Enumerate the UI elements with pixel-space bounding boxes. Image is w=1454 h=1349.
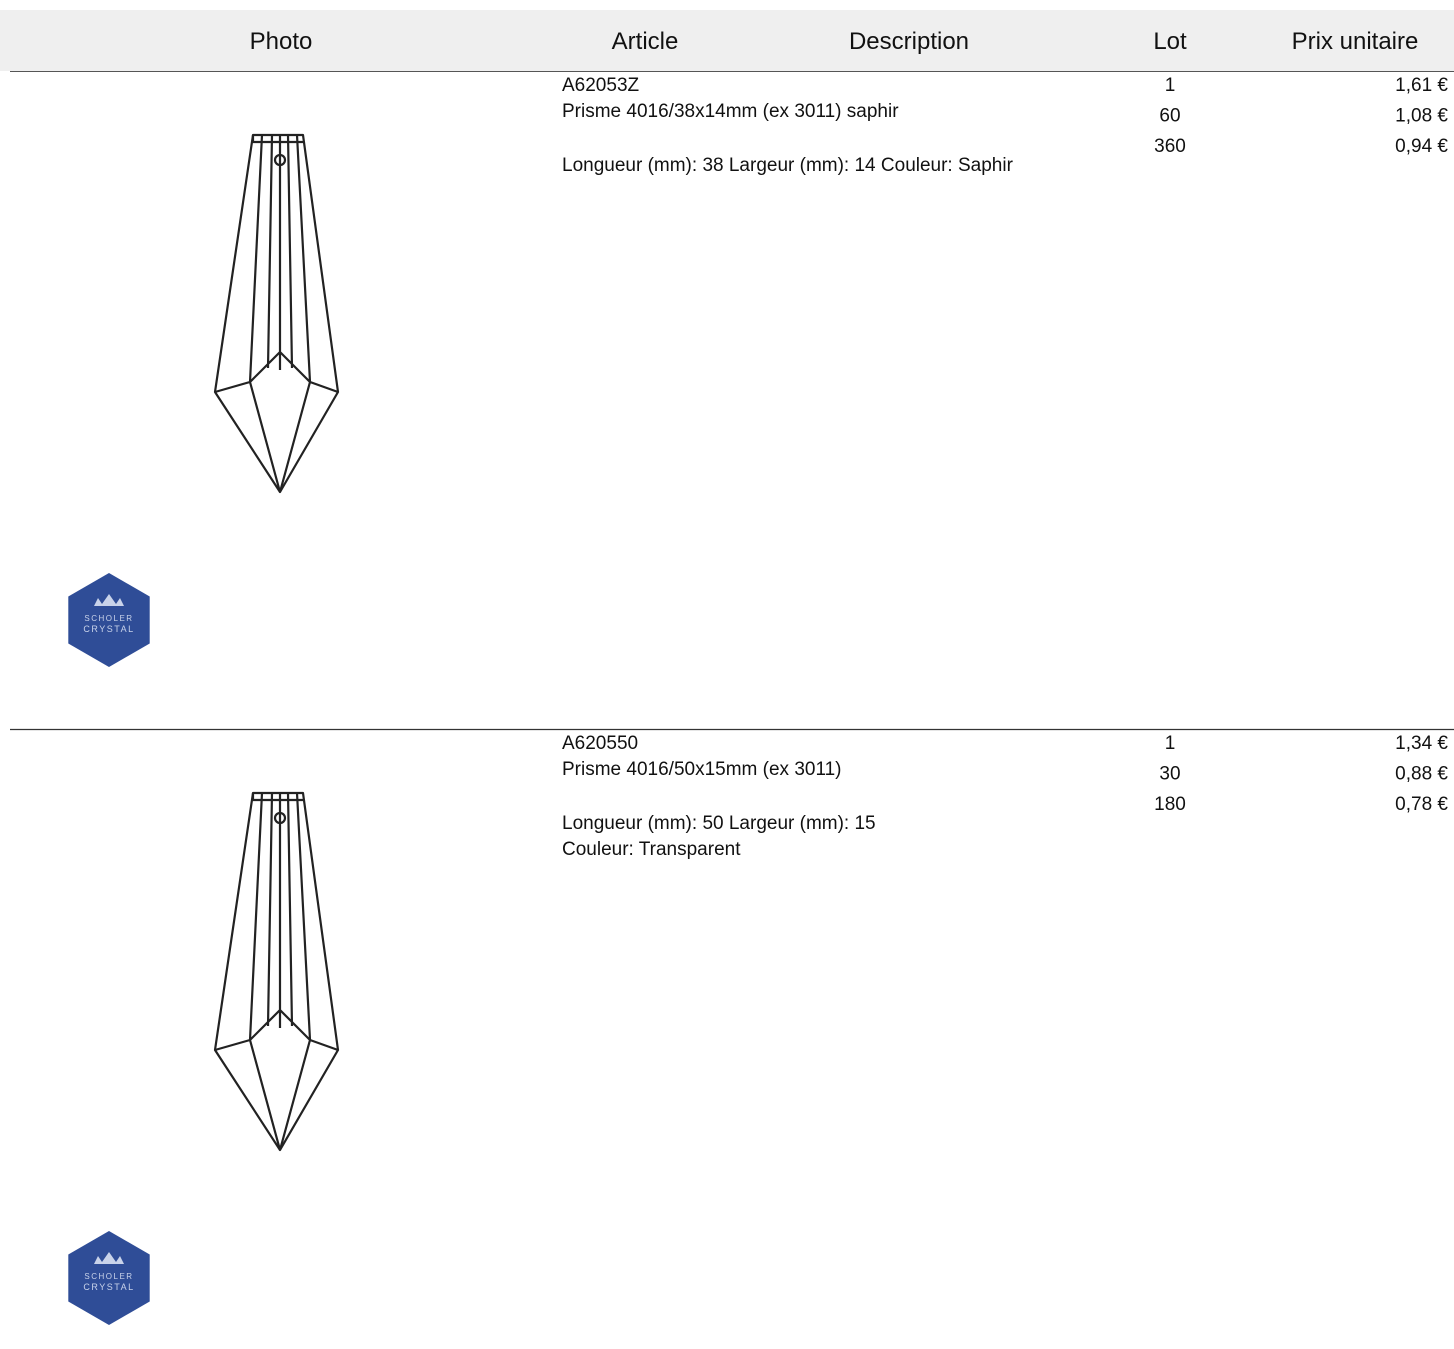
crystal-outline — [213, 791, 340, 1152]
article-code: A62053Z — [562, 75, 640, 96]
logo-crown — [94, 594, 124, 606]
crystal-hole — [273, 811, 287, 825]
logo-text: SCHOLER — [84, 614, 133, 623]
header-photo: Photo — [250, 28, 313, 55]
logo-text: SCHOLER — [84, 1272, 133, 1281]
logo-text: CRYSTAL — [83, 624, 134, 634]
header-band — [0, 10, 1454, 71]
header-lot: Lot — [1153, 28, 1187, 55]
article-detail: Longueur (mm): 38 Largeur (mm): 14 Coule… — [562, 155, 1014, 176]
logo-hex — [68, 573, 150, 667]
price: 0,88 € — [1395, 764, 1448, 785]
price: 0,78 € — [1395, 794, 1448, 815]
crystal-facets — [214, 134, 339, 493]
lot: 1 — [1165, 75, 1176, 96]
lot: 60 — [1159, 106, 1180, 127]
crystal-facets — [214, 792, 339, 1151]
logo-text: CRYSTAL — [83, 1282, 134, 1292]
logo-crown — [94, 1252, 124, 1264]
header-price: Prix unitaire — [1292, 28, 1419, 55]
header-description: Description — [849, 28, 969, 55]
article-detail: Couleur: Transparent — [562, 839, 741, 860]
lot: 360 — [1154, 136, 1186, 157]
article-name: Prisme 4016/38x14mm (ex 3011) saphir — [562, 101, 899, 122]
lot: 1 — [1165, 733, 1176, 754]
price: 0,94 € — [1395, 136, 1448, 157]
header-article: Article — [612, 28, 679, 55]
article-detail: Longueur (mm): 50 Largeur (mm): 15 — [562, 813, 876, 834]
price: 1,08 € — [1395, 106, 1448, 127]
lot: 180 — [1154, 794, 1186, 815]
lot: 30 — [1159, 764, 1180, 785]
article-name: Prisme 4016/50x15mm (ex 3011) — [562, 759, 842, 780]
logo-hex — [68, 1231, 150, 1325]
crystal-outline — [213, 133, 340, 494]
article-code: A620550 — [562, 733, 638, 754]
crystal-hole — [273, 153, 287, 167]
price: 1,61 € — [1395, 75, 1448, 96]
price: 1,34 € — [1395, 733, 1448, 754]
